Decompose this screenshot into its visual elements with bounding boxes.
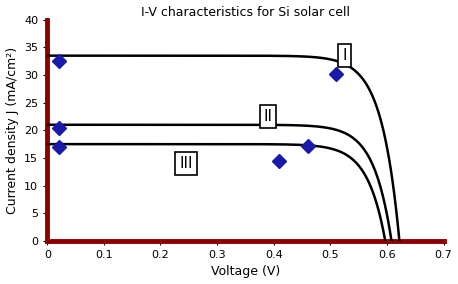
Title: I-V characteristics for Si solar cell: I-V characteristics for Si solar cell <box>141 6 350 18</box>
X-axis label: Voltage (V): Voltage (V) <box>211 266 280 278</box>
Text: I: I <box>342 48 347 63</box>
Y-axis label: Current density J (mA/cm²): Current density J (mA/cm²) <box>5 47 19 214</box>
Text: III: III <box>179 156 193 171</box>
Text: II: II <box>263 109 273 124</box>
